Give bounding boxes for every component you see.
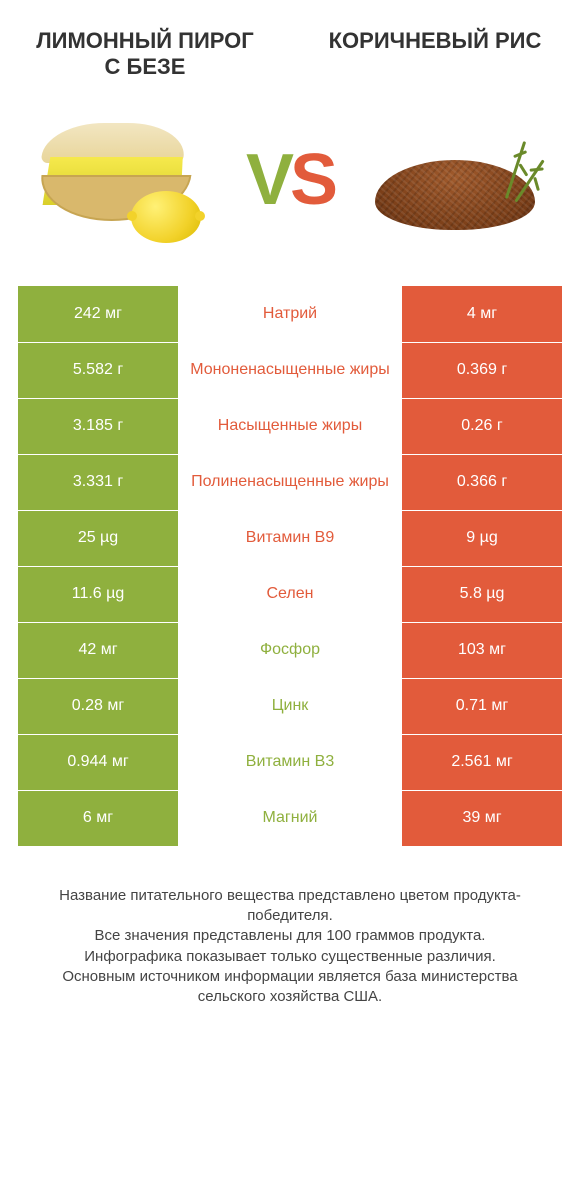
left-value: 11.6 µg	[18, 567, 178, 622]
right-value: 9 µg	[402, 511, 562, 566]
right-value: 5.8 µg	[402, 567, 562, 622]
table-row: 11.6 µgСелен5.8 µg	[18, 566, 562, 622]
right-value: 0.366 г	[402, 455, 562, 510]
nutrient-label: Витамин B3	[178, 735, 402, 790]
left-value: 242 мг	[18, 286, 178, 342]
left-value: 0.28 мг	[18, 679, 178, 734]
brown-rice-icon	[365, 120, 545, 240]
right-value: 2.561 мг	[402, 735, 562, 790]
nutrient-label: Магний	[178, 791, 402, 846]
vs-v: V	[246, 140, 290, 220]
right-product-title: КОРИЧНЕВЫЙ РИС	[320, 28, 550, 80]
vs-label: VS	[246, 144, 334, 216]
vs-s: S	[290, 140, 334, 220]
nutrient-label: Витамин B9	[178, 511, 402, 566]
table-row: 242 мгНатрий4 мг	[18, 286, 562, 342]
footer-notes: Название питательного вещества представл…	[0, 846, 580, 1008]
hero-row: VS	[0, 90, 580, 280]
footer-line: Все значения представлены для 100 граммо…	[28, 926, 552, 946]
lemon-pie-icon	[35, 115, 215, 245]
left-value: 3.331 г	[18, 455, 178, 510]
nutrient-label: Полиненасыщенные жиры	[178, 455, 402, 510]
left-product-image	[30, 110, 220, 250]
footer-line: Основным источником информации является …	[28, 967, 552, 1008]
right-product-image	[360, 110, 550, 250]
left-value: 0.944 мг	[18, 735, 178, 790]
right-value: 103 мг	[402, 623, 562, 678]
table-row: 0.944 мгВитамин B32.561 мг	[18, 734, 562, 790]
left-value: 42 мг	[18, 623, 178, 678]
left-value: 3.185 г	[18, 399, 178, 454]
footer-line: Инфографика показывает только существенн…	[28, 947, 552, 967]
left-value: 25 µg	[18, 511, 178, 566]
table-row: 3.185 гНасыщенные жиры0.26 г	[18, 398, 562, 454]
right-value: 4 мг	[402, 286, 562, 342]
right-value: 0.26 г	[402, 399, 562, 454]
nutrient-label: Насыщенные жиры	[178, 399, 402, 454]
nutrient-label: Натрий	[178, 286, 402, 342]
right-value: 0.369 г	[402, 343, 562, 398]
table-row: 5.582 гМононенасыщенные жиры0.369 г	[18, 342, 562, 398]
table-row: 6 мгМагний39 мг	[18, 790, 562, 846]
titles-row: ЛИМОННЫЙ ПИРОГ С БЕЗЕ КОРИЧНЕВЫЙ РИС	[0, 0, 580, 90]
right-value: 39 мг	[402, 791, 562, 846]
nutrient-label: Фосфор	[178, 623, 402, 678]
nutrient-label: Мононенасыщенные жиры	[178, 343, 402, 398]
table-row: 3.331 гПолиненасыщенные жиры0.366 г	[18, 454, 562, 510]
footer-line: Название питательного вещества представл…	[28, 886, 552, 927]
left-product-title: ЛИМОННЫЙ ПИРОГ С БЕЗЕ	[30, 28, 260, 80]
right-value: 0.71 мг	[402, 679, 562, 734]
comparison-table: 242 мгНатрий4 мг5.582 гМононенасыщенные …	[0, 286, 580, 846]
table-row: 25 µgВитамин B99 µg	[18, 510, 562, 566]
left-value: 6 мг	[18, 791, 178, 846]
table-row: 42 мгФосфор103 мг	[18, 622, 562, 678]
nutrient-label: Цинк	[178, 679, 402, 734]
table-row: 0.28 мгЦинк0.71 мг	[18, 678, 562, 734]
left-value: 5.582 г	[18, 343, 178, 398]
nutrient-label: Селен	[178, 567, 402, 622]
